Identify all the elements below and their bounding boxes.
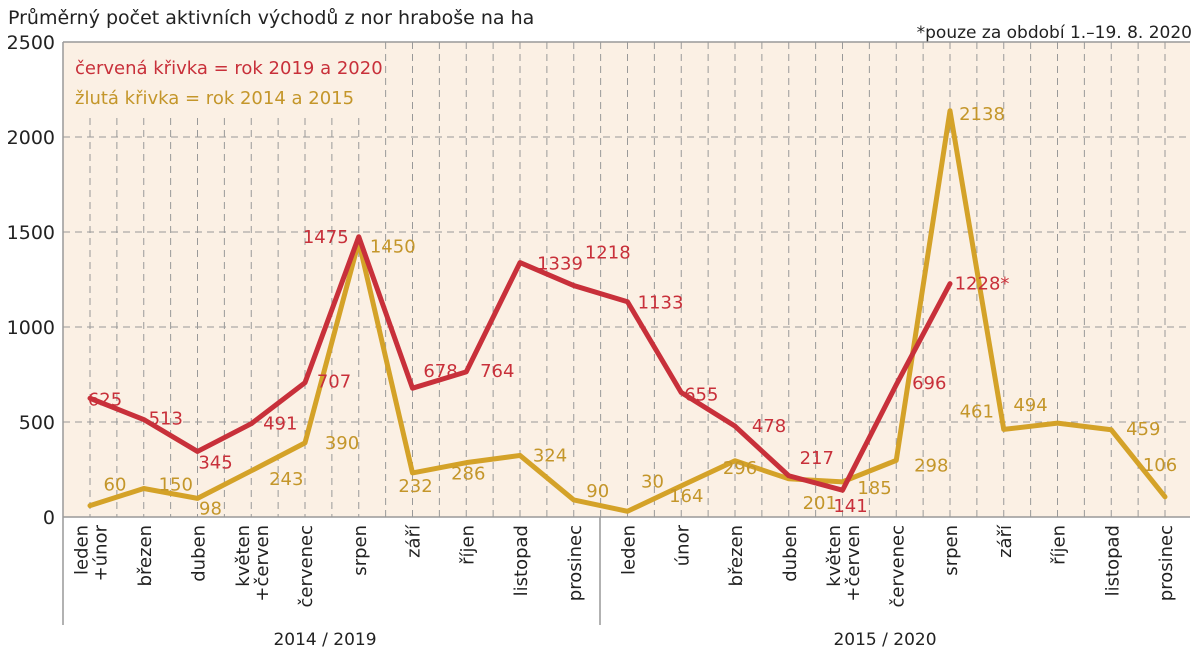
group-label-2: 2015 / 2020	[833, 630, 936, 650]
x-tick-label: leden	[619, 525, 640, 575]
data-label: 150	[159, 475, 193, 496]
x-tick-label: prosinec	[565, 525, 586, 601]
data-label: 30	[641, 471, 664, 492]
x-tick-label: prosinec	[1156, 525, 1177, 601]
data-label: 696	[912, 373, 946, 394]
data-label: 164	[669, 486, 703, 507]
x-tick-label: říjen	[457, 525, 478, 565]
data-label: 90	[586, 481, 609, 502]
data-label: 1450	[370, 237, 416, 258]
x-tick-label: srpen	[941, 525, 962, 576]
data-label: 296	[723, 458, 757, 479]
y-tick-label: 2500	[7, 32, 55, 54]
x-tick-label: září	[404, 524, 425, 558]
y-tick-label: 1000	[7, 317, 55, 339]
x-tick-label: +únor	[91, 524, 112, 581]
data-label: 1133	[638, 293, 684, 314]
data-label: 217	[800, 448, 834, 469]
data-label: 2138	[959, 104, 1005, 125]
data-label: 232	[398, 476, 432, 497]
data-label: 185	[857, 478, 891, 499]
data-label: 243	[269, 469, 303, 490]
x-tick-label: únor	[672, 524, 693, 566]
data-label: 1475	[303, 227, 349, 248]
data-label: 1218	[585, 243, 631, 264]
y-tick-label: 0	[43, 507, 55, 529]
x-tick-label: říjen	[1049, 525, 1070, 565]
data-label: 764	[480, 361, 514, 382]
data-label: 324	[533, 445, 567, 466]
group-label-1: 2014 / 2019	[273, 630, 376, 650]
x-tick-label: březen	[135, 525, 156, 586]
data-label: 478	[752, 416, 786, 437]
x-tick-label: duben	[780, 525, 801, 582]
x-tick-label: květen	[824, 525, 845, 587]
data-label: 655	[684, 385, 718, 406]
data-label: 625	[88, 389, 122, 410]
x-tick-label: srpen	[350, 525, 371, 576]
legend-yellow: žlutá křivka = rok 2014 a 2015	[75, 88, 354, 109]
series-line-red	[87, 234, 953, 493]
x-tick-label: červenec	[887, 525, 908, 607]
data-label: 513	[149, 409, 183, 430]
data-label: 1228*	[955, 274, 1010, 295]
data-label: 678	[423, 361, 457, 382]
data-label: 201	[803, 493, 837, 514]
x-tick-label: listopad	[511, 525, 532, 596]
legend-red: červená křivka = rok 2019 a 2020	[75, 58, 383, 79]
data-label: 461	[960, 401, 994, 422]
data-label: 707	[317, 372, 351, 393]
x-tick-label: březen	[726, 525, 747, 586]
data-label: 345	[198, 452, 232, 473]
x-tick-label: květen	[233, 525, 254, 587]
data-label: 1339	[537, 254, 583, 275]
data-label: 106	[1143, 455, 1177, 476]
x-tick-label: červenec	[296, 525, 317, 607]
x-tick-label: září	[995, 524, 1016, 558]
plot-background	[63, 42, 1190, 517]
x-tick-label: leden	[72, 525, 93, 575]
data-label: 60	[104, 475, 127, 496]
data-label: 98	[199, 498, 222, 519]
data-label: 494	[1013, 395, 1047, 416]
y-tick-label: 500	[19, 412, 55, 434]
data-label: 459	[1126, 419, 1160, 440]
y-tick-label: 2000	[7, 127, 55, 149]
x-tick-label: listopad	[1102, 525, 1123, 596]
data-label: 141	[833, 496, 867, 517]
y-tick-label: 1500	[7, 222, 55, 244]
data-label: 390	[325, 433, 359, 454]
chart-note: *pouze za období 1.–19. 8. 2020	[917, 23, 1192, 43]
x-tick-label: +červen	[252, 525, 273, 602]
data-label: 298	[914, 455, 948, 476]
chart-title: Průměrný počet aktivních východů z nor h…	[8, 7, 534, 29]
x-tick-label: duben	[189, 525, 210, 582]
data-label: 286	[451, 464, 485, 485]
data-label: 491	[263, 414, 297, 435]
series-line-yellow	[87, 108, 1168, 514]
x-tick-label: +červen	[843, 525, 864, 602]
